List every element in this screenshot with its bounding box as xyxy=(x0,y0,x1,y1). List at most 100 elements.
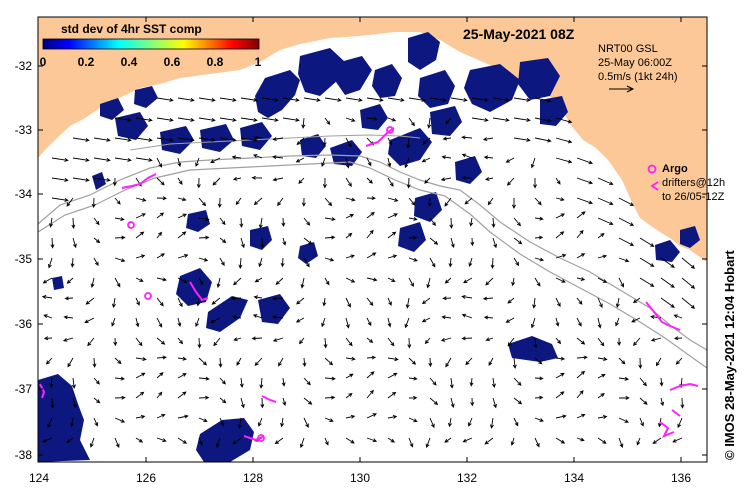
current-arrow xyxy=(177,391,187,399)
cloud-patch xyxy=(455,156,482,184)
colorbar-ticks: 0 0.2 0.4 0.6 0.8 1 xyxy=(40,55,262,69)
current-arrow xyxy=(576,370,586,379)
current-arrow xyxy=(47,257,53,269)
current-arrow xyxy=(66,437,74,443)
current-arrow xyxy=(219,97,237,102)
current-arrow xyxy=(323,337,328,349)
current-arrow xyxy=(85,297,95,305)
current-arrow xyxy=(300,277,305,289)
current-arrow xyxy=(387,414,398,419)
current-arrow xyxy=(177,117,195,122)
current-arrow xyxy=(421,297,431,305)
current-arrow xyxy=(408,97,426,102)
current-arrow xyxy=(429,257,436,268)
current-arrow xyxy=(219,397,227,404)
current-arrow xyxy=(156,391,163,399)
current-arrow xyxy=(632,297,641,304)
current-arrow xyxy=(408,417,418,423)
current-arrow xyxy=(639,397,648,405)
cloud-patches xyxy=(38,32,700,462)
cloud-patch xyxy=(196,418,254,462)
current-arrow xyxy=(345,214,355,219)
current-arrow xyxy=(534,376,544,381)
drifter-track xyxy=(659,421,675,438)
current-arrow xyxy=(272,177,284,182)
current-arrow xyxy=(156,355,167,360)
current-arrow xyxy=(84,317,95,324)
cloud-patch xyxy=(38,374,90,462)
current-arrow xyxy=(324,437,329,446)
current-arrow xyxy=(461,336,473,341)
current-arrow xyxy=(366,437,378,443)
current-arrow xyxy=(93,237,101,244)
current-arrow xyxy=(296,297,305,305)
current-arrow xyxy=(303,237,313,245)
current-arrow xyxy=(177,337,184,345)
current-arrow xyxy=(461,135,473,140)
current-arrow xyxy=(135,157,153,162)
current-arrow xyxy=(345,356,356,361)
current-arrow xyxy=(232,437,242,445)
current-arrow xyxy=(448,417,452,428)
current-arrow xyxy=(219,417,225,427)
current-arrow xyxy=(156,437,167,443)
current-arrow xyxy=(450,237,455,249)
current-arrow xyxy=(112,177,117,187)
current-arrow xyxy=(261,97,279,102)
current-arrow xyxy=(633,337,641,346)
current-arrow xyxy=(233,277,242,286)
current-arrow xyxy=(555,437,566,444)
current-arrow xyxy=(215,437,221,448)
current-arrow xyxy=(135,197,147,202)
current-arrow xyxy=(366,337,374,344)
current-arrow xyxy=(281,217,286,227)
current-arrow xyxy=(673,314,683,319)
current-arrow xyxy=(483,155,494,160)
current-arrow xyxy=(576,413,586,419)
current-arrow xyxy=(198,257,209,262)
current-arrow xyxy=(387,157,392,168)
current-arrow xyxy=(177,231,187,239)
current-arrow xyxy=(51,157,69,162)
current-arrow xyxy=(471,97,489,102)
current-arrow xyxy=(177,414,189,419)
imos-credit: © IMOS 28-May-2021 12:04 Hobart xyxy=(722,250,737,460)
current-arrow xyxy=(406,137,411,149)
current-arrow xyxy=(213,337,221,347)
current-arrow xyxy=(444,197,452,207)
model-name: NRT00 GSL xyxy=(598,43,658,55)
current-arrow xyxy=(445,117,452,125)
current-arrow xyxy=(177,213,187,219)
current-arrow xyxy=(51,177,69,182)
current-arrow xyxy=(49,217,53,228)
current-arrow xyxy=(70,417,74,428)
current-arrow xyxy=(533,177,538,189)
current-arrow xyxy=(135,337,143,347)
current-arrow xyxy=(534,257,545,262)
current-arrow xyxy=(490,257,495,269)
current-arrow xyxy=(135,137,153,142)
current-arrow xyxy=(90,277,95,288)
current-arrow xyxy=(618,376,630,381)
current-arrow xyxy=(177,373,187,379)
current-arrow xyxy=(197,337,202,349)
current-arrow xyxy=(43,314,53,319)
current-arrow xyxy=(597,317,602,329)
axis-tickmarks xyxy=(38,17,707,462)
current-arrow xyxy=(366,355,377,360)
current-arrow xyxy=(636,437,641,446)
current-arrow xyxy=(652,437,662,444)
current-arrow xyxy=(299,437,305,449)
current-arrow xyxy=(492,97,510,102)
current-arrow xyxy=(301,117,306,129)
current-arrow xyxy=(408,257,418,262)
current-arrow xyxy=(618,217,635,226)
current-arrow xyxy=(112,297,116,309)
current-arrow xyxy=(387,254,398,259)
current-arrow xyxy=(303,397,313,405)
current-arrow xyxy=(555,414,567,419)
current-arrow xyxy=(345,437,355,444)
cloud-patch xyxy=(255,70,300,118)
current-arrow xyxy=(534,437,540,448)
current-arrow xyxy=(111,317,116,327)
